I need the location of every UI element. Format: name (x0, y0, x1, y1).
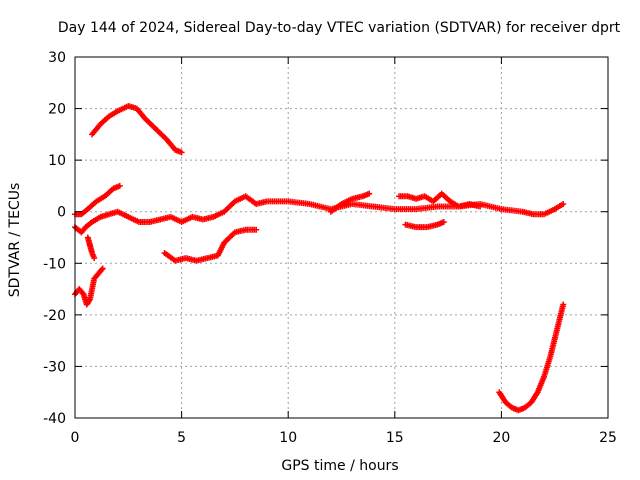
y-tick-label: 30 (48, 50, 66, 66)
plot-frame (74, 56, 609, 419)
x-tick-label: 25 (599, 430, 617, 446)
x-axis-title: GPS time / hours (281, 458, 398, 474)
series-track-d-bump (327, 190, 373, 215)
series-track-a-upper-arc (89, 102, 185, 156)
series-track-f-lower-left (72, 265, 106, 308)
axis-ticks: 0 5 10 15 20 25 -40 -30 -20 -10 0 10 20 30 (43, 50, 617, 446)
data-point (560, 301, 567, 308)
y-tick-label: 0 (57, 205, 66, 221)
y-tick-label: -10 (43, 256, 66, 272)
data-point (99, 265, 106, 272)
series-track-h-mid (161, 226, 260, 264)
data-point (560, 200, 567, 207)
data-point (91, 255, 98, 262)
y-tick-label: -20 (43, 308, 66, 324)
series-track-b-rising (72, 182, 123, 218)
data-point (440, 219, 447, 226)
x-tick-label: 5 (177, 430, 186, 446)
x-tick-label: 20 (492, 430, 510, 446)
chart-title: Day 144 of 2024, Sidereal Day-to-day VTE… (58, 20, 621, 36)
series-track-c-main (72, 193, 567, 236)
series-track-j-bowl (496, 301, 567, 414)
data-point (477, 203, 484, 210)
data-point (116, 182, 123, 189)
y-tick-label: -30 (43, 359, 66, 375)
series-track-g-drop (84, 234, 98, 262)
y-axis-title: SDTVAR / TECUs (7, 183, 23, 298)
grid (75, 57, 608, 418)
series-track-i-short (402, 219, 447, 231)
x-tick-label: 0 (71, 430, 80, 446)
y-tick-label: 10 (48, 153, 66, 169)
x-tick-label: 10 (279, 430, 297, 446)
y-tick-label: -40 (43, 411, 66, 427)
data-point (253, 226, 260, 233)
data-point (178, 149, 185, 156)
x-tick-label: 15 (386, 430, 404, 446)
series-track-e-late (396, 190, 484, 210)
data-points (72, 102, 567, 414)
y-tick-label: 20 (48, 102, 66, 118)
data-point (366, 190, 373, 197)
